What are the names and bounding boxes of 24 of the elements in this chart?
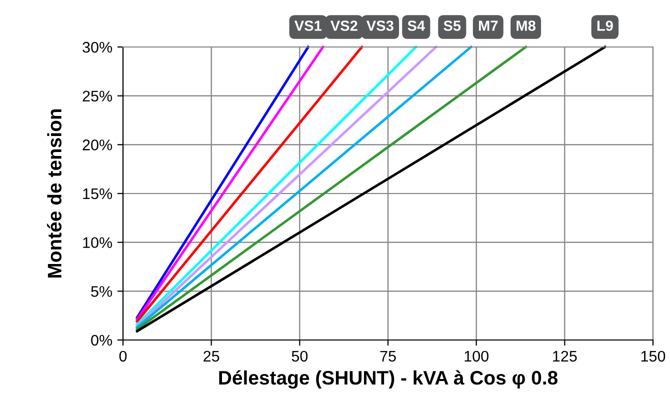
x-tick-label: 125	[553, 350, 577, 362]
y-tick-label: 10%	[83, 237, 112, 248]
series-label: M7	[478, 20, 498, 31]
series-label: VS3	[366, 20, 394, 31]
series-label: VS2	[330, 20, 358, 31]
series-label: L9	[597, 20, 613, 31]
y-tick-label: 25%	[82, 90, 112, 102]
x-axis-title: Délestage (SHUNT) - kVA à Cos φ 0.8	[219, 370, 558, 389]
series-label: S4	[408, 20, 425, 31]
x-tick-label: 100	[464, 350, 488, 362]
x-tick-label: 25	[204, 350, 220, 362]
y-tick-label: 5%	[91, 286, 112, 297]
y-tick-label: 30%	[82, 42, 112, 53]
x-tick-label: 50	[292, 350, 308, 362]
y-axis-title: Montée de tension	[47, 109, 62, 278]
x-tick-label: 150	[641, 350, 666, 362]
y-tick-label: 20%	[82, 140, 112, 150]
x-tick-label: 0	[119, 350, 127, 362]
series-label: M8	[516, 20, 536, 31]
x-tick-label: 75	[380, 350, 396, 362]
y-tick-label: 0%	[91, 334, 112, 346]
series-label: VS1	[294, 20, 322, 31]
y-tick-label: 15%	[83, 188, 112, 200]
series-label: S5	[444, 20, 461, 31]
